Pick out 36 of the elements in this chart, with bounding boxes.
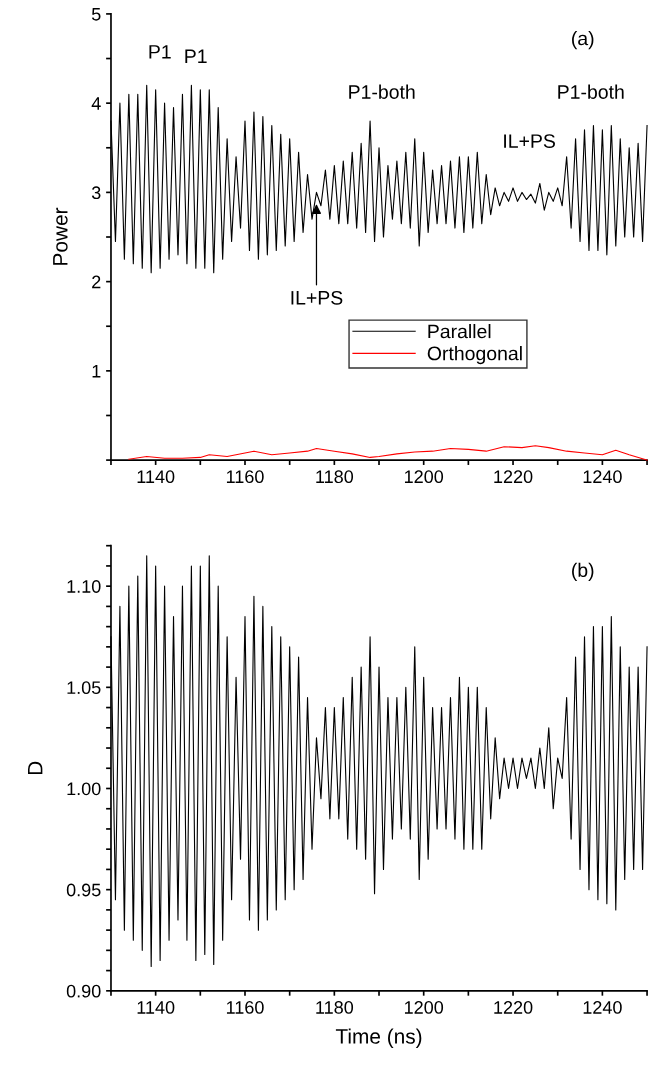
x-tick-label: 1180 xyxy=(316,470,354,484)
x-tick-label: 1200 xyxy=(404,470,444,484)
annotation: IL+PS xyxy=(504,134,555,148)
y-axis-title: Power xyxy=(53,207,68,265)
x-axis-title: Time (ns) xyxy=(335,1028,422,1048)
legend-label: Parallel xyxy=(428,324,491,339)
y-axis-title: D xyxy=(28,761,43,775)
annotation: (a) xyxy=(572,31,594,50)
y-tick-label: 1 xyxy=(92,364,101,378)
y-tick-label: 2 xyxy=(92,275,101,289)
annotation: P1 xyxy=(185,49,207,63)
x-tick-label: 1200 xyxy=(404,1001,444,1014)
line-series xyxy=(128,445,648,461)
annotation: P1-both xyxy=(349,84,415,99)
x-tick-label: 1140 xyxy=(137,470,175,484)
y-tick-label: 4 xyxy=(91,97,101,110)
x-tick-label: 1240 xyxy=(583,470,622,484)
y-tick-label: 0.90 xyxy=(66,984,101,998)
x-tick-label: 1160 xyxy=(226,1001,264,1014)
legend-label: Orthogonal xyxy=(427,346,522,365)
y-tick-label: 1.00 xyxy=(67,782,101,796)
y-tick-label: 1.05 xyxy=(67,681,101,695)
y-tick-label: 0.95 xyxy=(66,883,101,897)
y-tick-label: 5 xyxy=(91,8,101,21)
annotation: P1 xyxy=(149,45,171,59)
x-tick-label: 1160 xyxy=(226,470,264,484)
y-tick-label: 1.10 xyxy=(67,580,101,593)
annotation: P1-both xyxy=(558,84,624,99)
annotation: (b) xyxy=(572,562,594,581)
x-tick-label: 1220 xyxy=(494,1001,533,1014)
y-tick-label: 3 xyxy=(91,186,101,200)
x-tick-label: 1220 xyxy=(494,470,533,484)
x-tick-label: 1240 xyxy=(583,1001,622,1014)
x-tick-label: 1180 xyxy=(316,1001,354,1014)
x-tick-label: 1140 xyxy=(137,1001,175,1014)
annotation: IL+PS xyxy=(291,290,343,305)
